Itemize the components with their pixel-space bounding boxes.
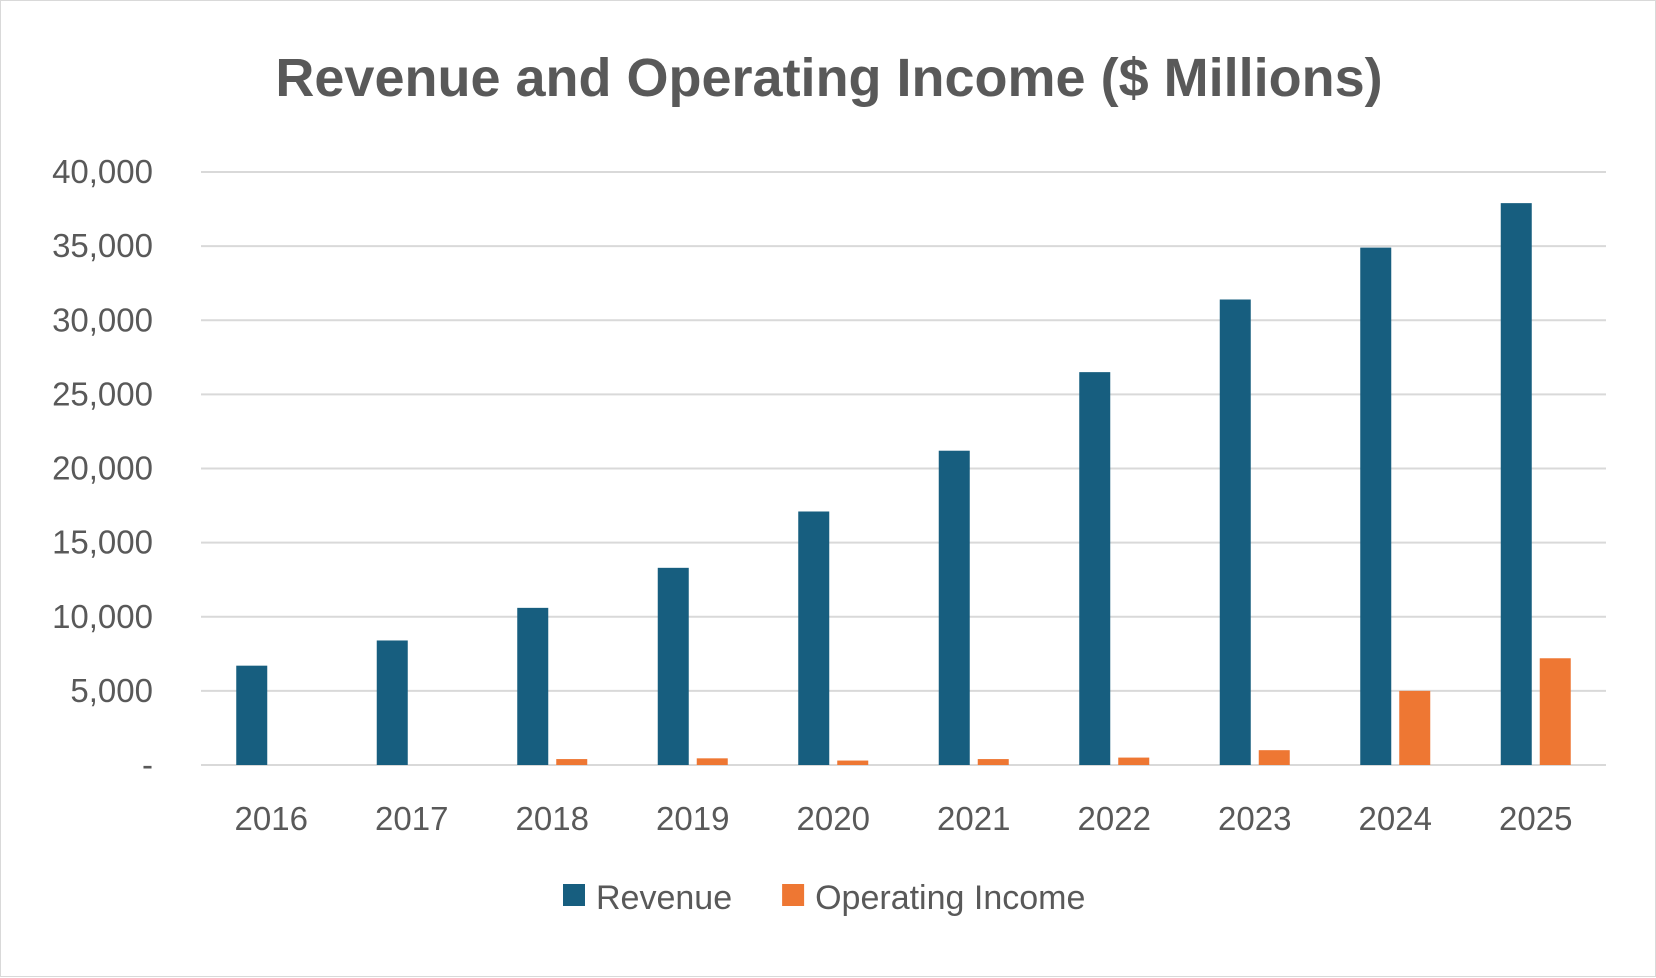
bar-operating-income-2024 [1399,690,1431,765]
bar-revenue-2019 [657,567,689,765]
x-axis-ticks: 2016 2017 2018 2019 2020 2021 2022 2023 2024 2025 [235,800,1573,837]
bar-operating-income-2018 [556,759,588,765]
bar-operating-income-2019 [696,758,728,765]
x-tick-label: 2024 [1359,800,1432,837]
y-tick-label: 35,000 [52,227,153,264]
bar-revenue-2022 [1079,372,1111,765]
bar-revenue-2017 [376,640,408,765]
y-tick-label: 5,000 [70,672,153,709]
bar-operating-income-2022 [1118,757,1150,765]
bar-revenue-2024 [1360,247,1392,766]
y-tick-label: 30,000 [52,301,153,338]
x-tick-label: 2020 [797,800,870,837]
bar-revenue-2021 [938,450,970,765]
y-tick-label: 40,000 [52,153,153,190]
bar-revenue-2016 [236,665,268,765]
legend-swatch-revenue [563,884,585,906]
bar-revenue-2023 [1219,299,1251,765]
y-tick-label: 15,000 [52,524,153,561]
x-tick-label: 2017 [375,800,448,837]
x-tick-label: 2018 [516,800,589,837]
y-tick-label: 10,000 [52,598,153,635]
legend-swatch-operating-income [782,884,805,906]
x-tick-label: 2023 [1218,800,1291,837]
legend-label: Revenue [596,879,732,917]
legend: Revenue Operating Income [563,879,1085,917]
bar-revenue-2020 [798,511,830,765]
y-tick-label: - [142,746,153,783]
bar-revenue-2025 [1500,203,1532,765]
x-tick-label: 2022 [1078,800,1151,837]
x-tick-label: 2016 [235,800,308,837]
bar-operating-income-2023 [1258,750,1290,765]
bar-operating-income-2021 [977,759,1009,765]
y-tick-label: 25,000 [52,375,153,412]
x-tick-label: 2021 [937,800,1010,837]
bar-operating-income-2020 [837,760,869,765]
gridlines [201,171,1606,766]
legend-label: Operating Income [815,879,1085,917]
x-tick-label: 2025 [1499,800,1572,837]
chart-title: Revenue and Operating Income ($ Millions… [275,48,1382,108]
bar-operating-income-2025 [1539,658,1571,765]
y-axis-ticks: - 5,000 10,000 15,000 20,000 25,000 30,000 35,0… [52,153,153,783]
x-tick-label: 2019 [656,800,729,837]
bars [236,203,1571,766]
y-tick-label: 20,000 [52,450,153,487]
bar-revenue-2018 [517,607,549,765]
